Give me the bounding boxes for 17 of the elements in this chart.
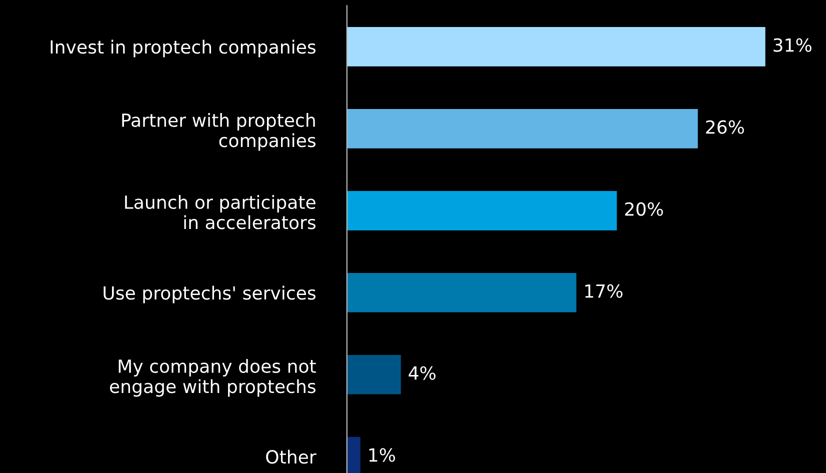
bar [346,272,576,312]
bar [346,108,698,148]
y-tick-label: My company does not engage with proptechs [110,359,316,397]
bar [346,354,401,394]
y-tick-label: Partner with proptech companies [122,113,316,151]
bar [346,26,766,66]
y-tick-label: Use proptechs' services [104,286,316,304]
data-label: 17% [585,284,622,298]
y-tick-label: Other [266,450,316,464]
data-label: 31% [774,38,812,52]
bar [346,190,617,230]
y-tick-label: Invest in proptech companies [50,40,316,58]
data-label: 20% [625,202,663,216]
data-label: 26% [706,120,744,134]
y-tick-label: Launch or participate in accelerators [125,195,316,230]
data-label: 1% [369,448,396,462]
data-label: 4% [408,366,436,380]
